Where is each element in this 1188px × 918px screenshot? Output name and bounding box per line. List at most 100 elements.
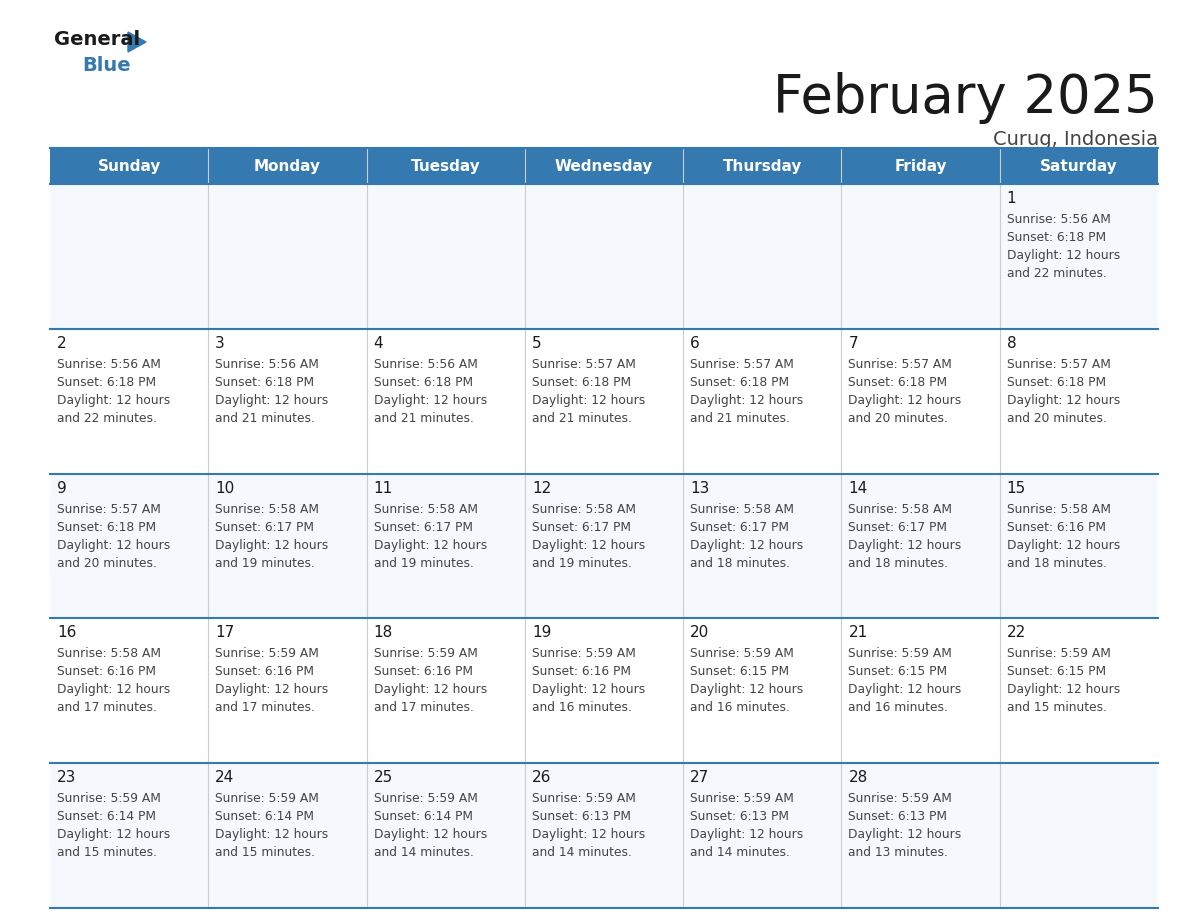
Bar <box>367 474 525 619</box>
Bar <box>683 474 841 619</box>
Text: Daylight: 12 hours: Daylight: 12 hours <box>215 828 329 841</box>
Polygon shape <box>128 32 146 52</box>
Text: 3: 3 <box>215 336 225 351</box>
Text: 28: 28 <box>848 770 867 785</box>
Text: Daylight: 12 hours: Daylight: 12 hours <box>215 394 329 407</box>
Bar <box>683 148 841 184</box>
Text: Daylight: 12 hours: Daylight: 12 hours <box>373 539 487 552</box>
Bar <box>525 763 683 908</box>
Text: Daylight: 12 hours: Daylight: 12 hours <box>1006 539 1120 552</box>
Text: Tuesday: Tuesday <box>411 159 481 174</box>
Text: and 19 minutes.: and 19 minutes. <box>215 556 315 569</box>
Bar <box>683 184 841 329</box>
Text: and 16 minutes.: and 16 minutes. <box>690 701 790 714</box>
Text: Sunset: 6:16 PM: Sunset: 6:16 PM <box>532 666 631 678</box>
Text: and 17 minutes.: and 17 minutes. <box>57 701 157 714</box>
Bar <box>841 184 1000 329</box>
Text: Daylight: 12 hours: Daylight: 12 hours <box>373 394 487 407</box>
Text: and 17 minutes.: and 17 minutes. <box>373 701 474 714</box>
Bar <box>841 329 1000 474</box>
Text: Sunrise: 5:59 AM: Sunrise: 5:59 AM <box>532 792 636 805</box>
Text: 6: 6 <box>690 336 700 351</box>
Text: Daylight: 12 hours: Daylight: 12 hours <box>215 683 329 697</box>
Bar <box>50 763 208 908</box>
Text: and 13 minutes.: and 13 minutes. <box>848 846 948 859</box>
Text: Daylight: 12 hours: Daylight: 12 hours <box>373 828 487 841</box>
Text: and 20 minutes.: and 20 minutes. <box>848 412 948 425</box>
Bar <box>525 619 683 763</box>
Text: and 15 minutes.: and 15 minutes. <box>215 846 315 859</box>
Text: Sunrise: 5:59 AM: Sunrise: 5:59 AM <box>1006 647 1111 660</box>
Text: Sunset: 6:17 PM: Sunset: 6:17 PM <box>848 521 947 533</box>
Bar <box>1000 329 1158 474</box>
Text: Friday: Friday <box>895 159 947 174</box>
Text: Sunrise: 5:59 AM: Sunrise: 5:59 AM <box>690 792 794 805</box>
Text: Sunset: 6:14 PM: Sunset: 6:14 PM <box>373 811 473 823</box>
Bar <box>841 474 1000 619</box>
Text: Sunrise: 5:59 AM: Sunrise: 5:59 AM <box>848 792 953 805</box>
Text: 4: 4 <box>373 336 384 351</box>
Text: Daylight: 12 hours: Daylight: 12 hours <box>532 539 645 552</box>
Text: Daylight: 12 hours: Daylight: 12 hours <box>848 394 961 407</box>
Text: Daylight: 12 hours: Daylight: 12 hours <box>848 683 961 697</box>
Text: and 21 minutes.: and 21 minutes. <box>215 412 315 425</box>
Text: General: General <box>53 30 140 49</box>
Text: Sunset: 6:14 PM: Sunset: 6:14 PM <box>215 811 315 823</box>
Text: 16: 16 <box>57 625 76 641</box>
Text: Daylight: 12 hours: Daylight: 12 hours <box>1006 249 1120 262</box>
Text: 22: 22 <box>1006 625 1026 641</box>
Text: 2: 2 <box>57 336 67 351</box>
Bar <box>1000 763 1158 908</box>
Text: Daylight: 12 hours: Daylight: 12 hours <box>1006 394 1120 407</box>
Text: 17: 17 <box>215 625 234 641</box>
Text: Sunset: 6:17 PM: Sunset: 6:17 PM <box>690 521 789 533</box>
Bar <box>1000 184 1158 329</box>
Text: Daylight: 12 hours: Daylight: 12 hours <box>690 539 803 552</box>
Text: Daylight: 12 hours: Daylight: 12 hours <box>848 539 961 552</box>
Text: Daylight: 12 hours: Daylight: 12 hours <box>57 394 170 407</box>
Text: Sunset: 6:16 PM: Sunset: 6:16 PM <box>57 666 156 678</box>
Text: and 14 minutes.: and 14 minutes. <box>532 846 632 859</box>
Text: Sunset: 6:16 PM: Sunset: 6:16 PM <box>373 666 473 678</box>
Text: Sunrise: 5:59 AM: Sunrise: 5:59 AM <box>215 792 320 805</box>
Text: 8: 8 <box>1006 336 1017 351</box>
Bar <box>525 329 683 474</box>
Text: Sunset: 6:18 PM: Sunset: 6:18 PM <box>1006 231 1106 244</box>
Text: Sunset: 6:15 PM: Sunset: 6:15 PM <box>690 666 789 678</box>
Text: 15: 15 <box>1006 481 1026 496</box>
Text: Sunrise: 5:57 AM: Sunrise: 5:57 AM <box>1006 358 1111 371</box>
Text: Sunset: 6:13 PM: Sunset: 6:13 PM <box>848 811 947 823</box>
Text: Sunset: 6:18 PM: Sunset: 6:18 PM <box>215 375 315 389</box>
Text: Daylight: 12 hours: Daylight: 12 hours <box>532 683 645 697</box>
Text: 21: 21 <box>848 625 867 641</box>
Bar <box>525 148 683 184</box>
Text: 9: 9 <box>57 481 67 496</box>
Text: Daylight: 12 hours: Daylight: 12 hours <box>57 539 170 552</box>
Text: and 15 minutes.: and 15 minutes. <box>1006 701 1107 714</box>
Text: Sunset: 6:18 PM: Sunset: 6:18 PM <box>57 375 156 389</box>
Text: 23: 23 <box>57 770 76 785</box>
Bar <box>841 619 1000 763</box>
Text: and 22 minutes.: and 22 minutes. <box>1006 267 1106 280</box>
Text: Daylight: 12 hours: Daylight: 12 hours <box>215 539 329 552</box>
Bar <box>525 474 683 619</box>
Text: Daylight: 12 hours: Daylight: 12 hours <box>532 828 645 841</box>
Bar <box>525 184 683 329</box>
Text: Curug, Indonesia: Curug, Indonesia <box>993 130 1158 149</box>
Text: Sunrise: 5:59 AM: Sunrise: 5:59 AM <box>373 792 478 805</box>
Bar <box>208 148 367 184</box>
Text: 11: 11 <box>373 481 393 496</box>
Text: Sunrise: 5:58 AM: Sunrise: 5:58 AM <box>532 502 636 516</box>
Text: 20: 20 <box>690 625 709 641</box>
Text: Sunrise: 5:59 AM: Sunrise: 5:59 AM <box>690 647 794 660</box>
Text: Sunset: 6:17 PM: Sunset: 6:17 PM <box>373 521 473 533</box>
Text: and 19 minutes.: and 19 minutes. <box>373 556 474 569</box>
Text: Sunrise: 5:58 AM: Sunrise: 5:58 AM <box>848 502 953 516</box>
Bar <box>683 329 841 474</box>
Text: Daylight: 12 hours: Daylight: 12 hours <box>690 828 803 841</box>
Bar <box>208 329 367 474</box>
Text: and 21 minutes.: and 21 minutes. <box>690 412 790 425</box>
Text: Daylight: 12 hours: Daylight: 12 hours <box>1006 683 1120 697</box>
Text: and 21 minutes.: and 21 minutes. <box>532 412 632 425</box>
Text: Sunrise: 5:57 AM: Sunrise: 5:57 AM <box>532 358 636 371</box>
